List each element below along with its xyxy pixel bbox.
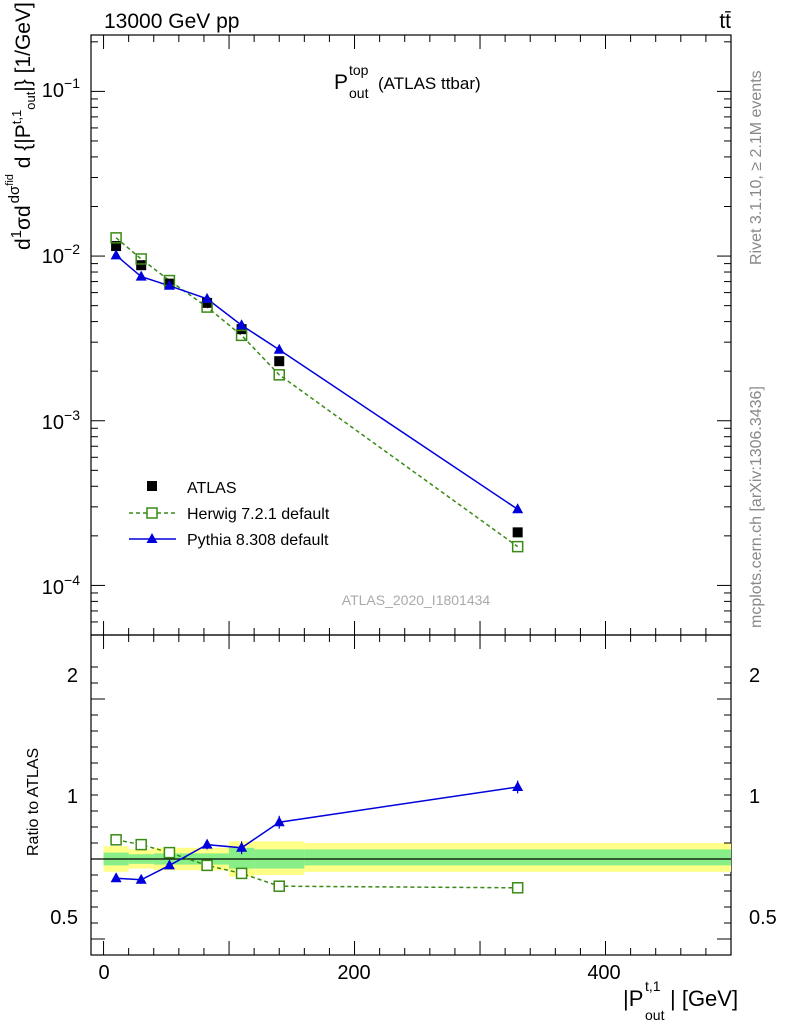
mcplots-label: mcplots.cern.ch [arXiv:1306.3436] (748, 386, 765, 628)
ratio-y-tick-2-right: 2 (749, 665, 760, 687)
pythia-line (115, 254, 519, 510)
header-right: tt̄ (719, 10, 731, 33)
atlas-point (202, 297, 213, 308)
plot-title-sup: top (349, 62, 369, 78)
pythia-ratio-point (236, 841, 248, 852)
herwig-ratio-point (511, 882, 524, 894)
herwig-point (110, 232, 122, 244)
herwig-ratio-point (135, 838, 147, 851)
ratio-y-tick-05-right: 0.5 (749, 907, 777, 929)
ratio-y-tick-1-left: 1 (67, 786, 78, 808)
ratio-panel-frame (90, 634, 732, 956)
x-tick-label-0: 0 (98, 962, 109, 984)
svg-text:out: out (645, 1007, 665, 1023)
main-axis-ticks (91, 35, 732, 636)
herwig-ratio-point (110, 834, 122, 846)
herwig-point (273, 369, 285, 381)
ratio-band-green (304, 849, 731, 866)
legend: ATLAS Herwig 7.2.1 default Pythia 8.308 … (129, 480, 330, 549)
x-tick-label-200: 200 (337, 962, 370, 984)
pythia-ratio-point (110, 872, 122, 883)
svg-text:| [GeV]: | [GeV] (670, 986, 738, 1011)
legend-label-pythia: Pythia 8.308 default (187, 532, 329, 549)
ratio-y-tick-labels: 2 1 0.5 2 1 0.5 (50, 665, 777, 929)
pythia-point (135, 270, 147, 281)
atlas-point (512, 527, 523, 538)
ratio-axis-ticks (91, 635, 732, 955)
plot-title-rest: (ATLAS ttbar) (378, 74, 481, 93)
pythia-ratio-point (135, 873, 147, 884)
pythia-point (236, 319, 248, 330)
y-tick-label-1e-1: 10−1 (42, 75, 80, 102)
ratio-x-tick-labels: 0 200 400 (98, 962, 620, 984)
main-y-axis-label: d1σddσfid d {|Pt,1out|} [1/GeV] (4, 2, 38, 250)
herwig-ratio-point (273, 880, 285, 892)
ratio-y-axis-label: Ratio to ATLAS (25, 748, 42, 856)
rivet-label: Rivet 3.1.10, ≥ 2.1M events (748, 70, 765, 265)
atlas-point (136, 260, 147, 271)
ratio-y-tick-2-left: 2 (67, 665, 78, 687)
ratio-y-tick-05-left: 0.5 (50, 907, 78, 929)
herwig-point (511, 540, 524, 553)
svg-text:P: P (334, 71, 348, 94)
svg-text:d1σddσfid d {|Pt,1out|} [1/GeV: d1σddσfid d {|Pt,1out|} [1/GeV] (4, 2, 38, 250)
ratio-band-green (229, 847, 255, 869)
pythia-ratio-point (201, 838, 213, 849)
plot-title-sub: out (349, 85, 369, 101)
main-y-tick-labels: 10−1 10−2 10−3 10−4 (42, 75, 80, 599)
herwig-point (135, 253, 147, 265)
legend-marker-pythia (146, 533, 158, 543)
x-axis-label: |P t,1 out | [GeV] (623, 978, 738, 1023)
pythia-point (273, 343, 285, 354)
plot-title: P top out (ATLAS ttbar) (334, 62, 481, 101)
legend-label-atlas: ATLAS (187, 480, 237, 497)
header-left: 13000 GeV pp (104, 10, 239, 33)
herwig-ratio-point (201, 859, 213, 872)
plot-title-main: P (334, 71, 348, 94)
svg-text:|P: |P (623, 986, 643, 1011)
pythia-point (512, 503, 524, 514)
y-tick-label-1e-3: 10−3 (42, 407, 80, 434)
main-data-marks (110, 232, 524, 553)
pythia-ratio-point (512, 781, 524, 791)
pythia-point (110, 249, 122, 260)
x-tick-label-400: 400 (587, 962, 620, 984)
y-tick-label-1e-4: 10−4 (42, 572, 80, 599)
legend-marker-herwig (146, 507, 158, 519)
ratio-data-marks (110, 780, 524, 894)
pythia-point (201, 292, 213, 303)
pythia-point (163, 279, 175, 290)
atlas-point (111, 241, 122, 252)
herwig-ratio-point (163, 846, 176, 859)
y-tick-label-1e-2: 10−2 (42, 241, 80, 268)
herwig-ratio-point (235, 867, 248, 880)
pythia-ratio-point (273, 816, 285, 827)
legend-label-herwig: Herwig 7.2.1 default (187, 506, 330, 523)
analysis-tag: ATLAS_2020_I1801434 (342, 592, 491, 608)
legend-marker-atlas (147, 481, 157, 491)
svg-text:t,1: t,1 (645, 978, 661, 994)
ratio-y-tick-1-right: 1 (749, 786, 760, 808)
atlas-point (274, 356, 285, 367)
herwig-point (235, 329, 248, 342)
pythia-ratio-point (163, 859, 175, 870)
herwig-line (115, 237, 519, 548)
